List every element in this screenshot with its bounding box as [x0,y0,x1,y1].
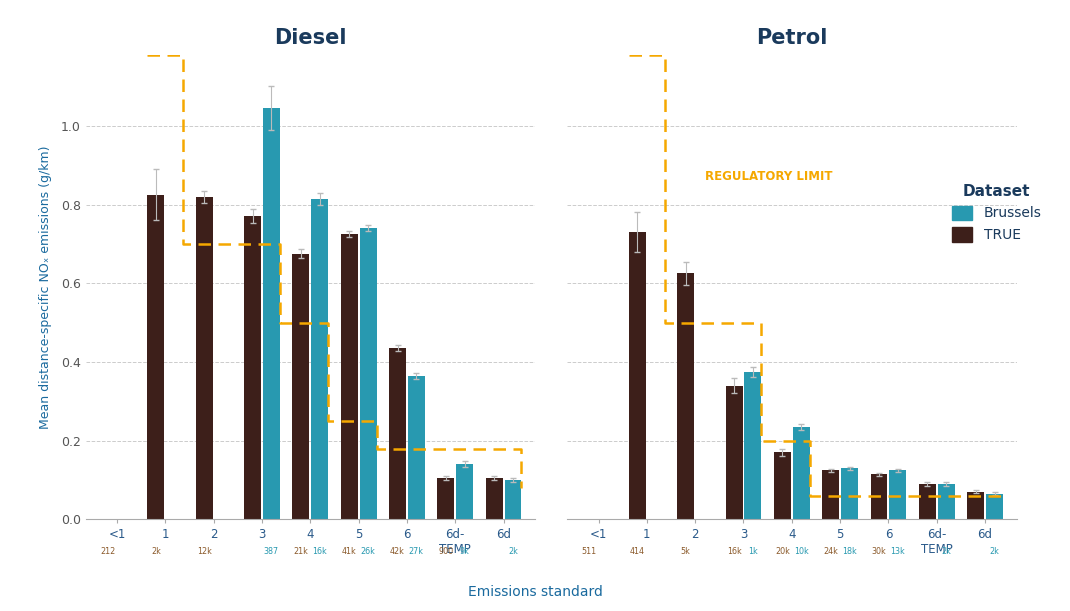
Bar [967,492,984,519]
Text: REGULATORY LIMIT: REGULATORY LIMIT [705,170,832,183]
Text: 9k: 9k [460,547,470,556]
Legend: Brussels, TRUE: Brussels, TRUE [946,178,1048,247]
Bar [486,478,503,519]
Bar [292,254,309,519]
Text: 16k: 16k [727,547,742,556]
Bar [244,216,261,519]
Title: Petrol: Petrol [756,28,827,48]
Bar [889,470,906,519]
Bar [263,108,280,519]
Text: 20k: 20k [775,547,790,556]
Bar [871,474,887,519]
Bar [408,376,425,519]
Bar [438,478,455,519]
Text: 42k: 42k [391,547,404,556]
Text: 13k: 13k [890,547,905,556]
Bar [745,371,762,519]
Bar [629,232,646,519]
Text: 5k: 5k [681,547,690,556]
Bar [725,386,743,519]
Text: 2k: 2k [942,547,951,556]
Text: 27k: 27k [409,547,424,556]
Bar [841,468,858,519]
Text: 900: 900 [439,547,454,556]
Text: 16k: 16k [312,547,327,556]
Text: 18k: 18k [842,547,857,556]
Y-axis label: Mean distance-specific NOₓ emissions (g/km): Mean distance-specific NOₓ emissions (g/… [40,145,52,429]
Bar [987,494,1003,519]
Bar [456,464,473,519]
Text: Emissions standard: Emissions standard [468,585,602,599]
Text: 26k: 26k [361,547,376,556]
Bar [196,197,213,519]
Bar [919,484,936,519]
Text: 511: 511 [581,547,597,556]
Bar [340,234,357,519]
Bar [677,273,694,519]
Text: 12k: 12k [197,547,212,556]
Text: 41k: 41k [341,547,356,556]
Bar [389,348,406,519]
Text: 212: 212 [100,547,116,556]
Text: 1k: 1k [748,547,758,556]
Bar [937,484,954,519]
Text: 387: 387 [264,547,279,556]
Text: 21k: 21k [293,547,308,556]
Bar [360,228,377,519]
Text: 2k: 2k [151,547,160,556]
Bar [505,480,521,519]
Text: 24k: 24k [823,547,838,556]
Text: 10k: 10k [794,547,809,556]
Title: Diesel: Diesel [274,28,347,48]
Bar [774,453,791,519]
Bar [311,199,328,519]
Text: 2k: 2k [508,547,518,556]
Text: 2k: 2k [990,547,999,556]
Bar [148,195,165,519]
Text: 414: 414 [630,547,645,556]
Bar [822,470,839,519]
Bar [793,427,810,519]
Text: 30k: 30k [872,547,886,556]
